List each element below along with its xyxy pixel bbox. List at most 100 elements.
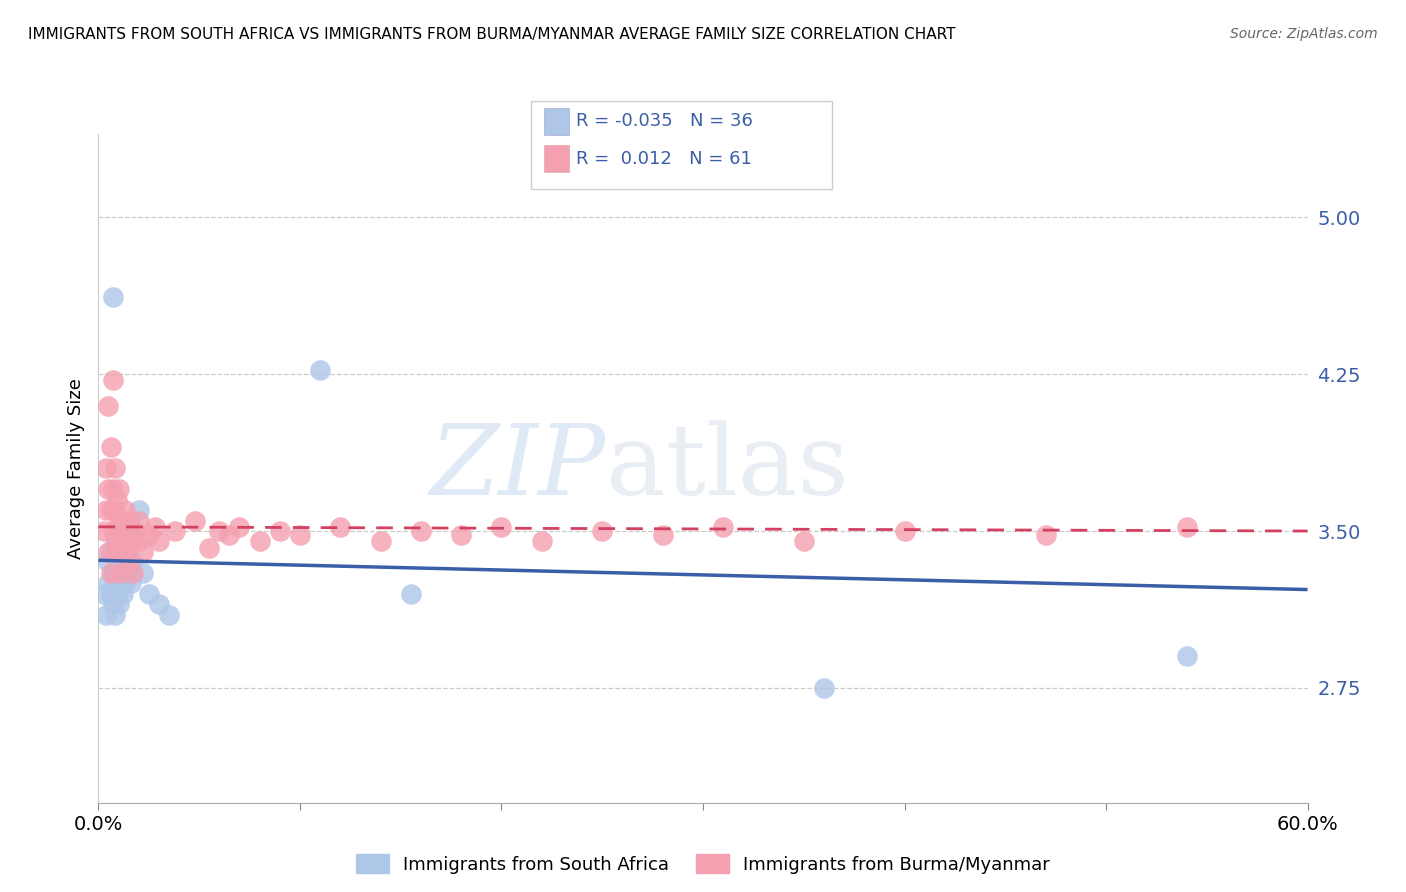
Point xyxy=(228,520,250,534)
Point xyxy=(128,503,150,517)
Point xyxy=(114,576,136,591)
Text: IMMIGRANTS FROM SOUTH AFRICA VS IMMIGRANTS FROM BURMA/MYANMAR AVERAGE FAMILY SIZ: IMMIGRANTS FROM SOUTH AFRICA VS IMMIGRAN… xyxy=(28,27,956,42)
Point xyxy=(103,545,125,559)
Point xyxy=(651,528,673,542)
Point xyxy=(105,492,128,507)
Point xyxy=(103,607,125,622)
Point xyxy=(103,576,125,591)
Point xyxy=(450,528,472,542)
Point xyxy=(93,524,115,538)
Point xyxy=(107,545,129,559)
Point xyxy=(269,524,291,538)
Point xyxy=(309,363,332,377)
Point xyxy=(115,545,138,559)
Point xyxy=(107,482,129,496)
Point xyxy=(110,576,132,591)
Point xyxy=(132,545,155,559)
Point xyxy=(110,555,132,569)
Point xyxy=(101,566,124,580)
Point xyxy=(103,534,125,549)
Point xyxy=(893,524,915,538)
Point xyxy=(288,528,311,542)
Text: atlas: atlas xyxy=(606,420,849,516)
Point xyxy=(157,607,180,622)
Point xyxy=(409,524,432,538)
Point xyxy=(107,545,129,559)
Point xyxy=(111,514,134,528)
Point xyxy=(143,520,166,534)
Point xyxy=(97,576,120,591)
Point xyxy=(97,555,120,569)
Point xyxy=(128,514,150,528)
Point xyxy=(101,374,124,388)
Point xyxy=(163,524,186,538)
Point xyxy=(111,566,134,580)
Point xyxy=(118,555,141,569)
Point xyxy=(97,399,120,413)
Point xyxy=(96,607,118,622)
Point xyxy=(101,524,124,538)
Legend: Immigrants from South Africa, Immigrants from Burma/Myanmar: Immigrants from South Africa, Immigrants… xyxy=(349,847,1057,880)
Point xyxy=(138,587,160,601)
Point xyxy=(100,545,122,559)
Point xyxy=(399,587,422,601)
Point xyxy=(110,524,132,538)
Point xyxy=(793,534,815,549)
Point xyxy=(128,534,150,549)
Point xyxy=(591,524,613,538)
Point xyxy=(1035,528,1057,542)
Point xyxy=(101,597,124,611)
Point xyxy=(105,587,128,601)
Text: ZIP: ZIP xyxy=(430,421,606,516)
Point xyxy=(138,528,160,542)
Y-axis label: Average Family Size: Average Family Size xyxy=(66,378,84,558)
Point xyxy=(249,534,271,549)
Point xyxy=(329,520,352,534)
Text: R = -0.035   N = 36: R = -0.035 N = 36 xyxy=(576,112,754,130)
Point xyxy=(105,566,128,580)
Point xyxy=(111,587,134,601)
Point xyxy=(491,520,513,534)
Point xyxy=(813,681,835,695)
Text: R =  0.012   N = 61: R = 0.012 N = 61 xyxy=(576,150,752,168)
Point xyxy=(111,534,134,549)
Point xyxy=(107,576,129,591)
Point xyxy=(120,534,142,549)
Point xyxy=(208,524,231,538)
Point xyxy=(530,534,553,549)
Point xyxy=(103,461,125,475)
Point xyxy=(118,524,141,538)
Point xyxy=(1175,649,1198,664)
Text: Source: ZipAtlas.com: Source: ZipAtlas.com xyxy=(1230,27,1378,41)
Point xyxy=(97,482,120,496)
Point xyxy=(96,461,118,475)
Point xyxy=(101,482,124,496)
Point xyxy=(132,566,155,580)
Point xyxy=(110,566,132,580)
Point xyxy=(1175,520,1198,534)
Point xyxy=(115,524,138,538)
Point xyxy=(121,566,143,580)
Point xyxy=(100,441,122,455)
Point xyxy=(120,576,142,591)
Point xyxy=(118,514,141,528)
Point xyxy=(184,514,207,528)
Point xyxy=(114,503,136,517)
Point xyxy=(103,503,125,517)
Point xyxy=(100,503,122,517)
Point xyxy=(97,545,120,559)
Point xyxy=(96,503,118,517)
Point xyxy=(93,587,115,601)
Point xyxy=(105,524,128,538)
Point xyxy=(198,541,221,555)
Point xyxy=(114,545,136,559)
Point xyxy=(105,534,128,549)
Point xyxy=(218,528,240,542)
Point xyxy=(370,534,392,549)
Point xyxy=(711,520,734,534)
Point xyxy=(100,587,122,601)
Point xyxy=(118,566,141,580)
Point xyxy=(101,290,124,304)
Point xyxy=(148,534,170,549)
Point xyxy=(107,514,129,528)
